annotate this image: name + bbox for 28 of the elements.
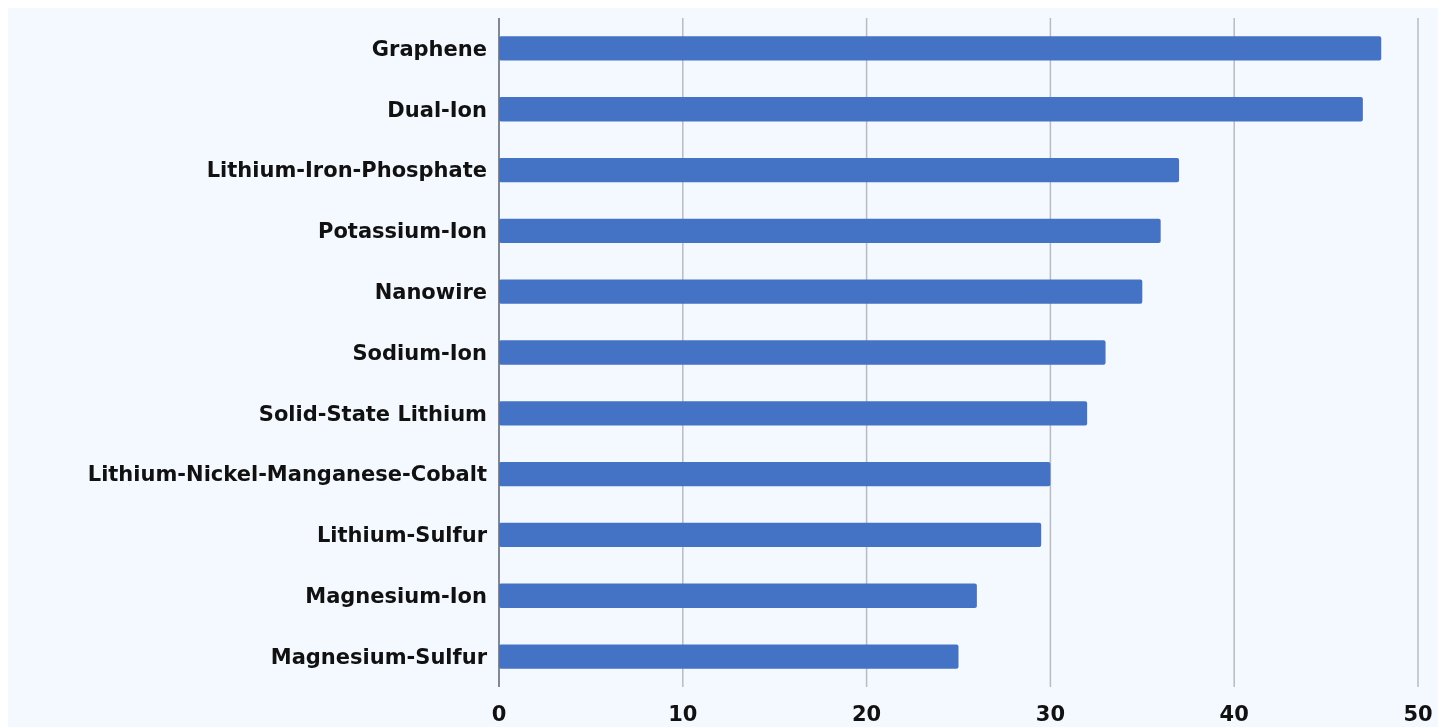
y-tick-label: Magnesium-Ion	[305, 584, 487, 609]
y-tick-label: Graphene	[371, 36, 487, 61]
x-tick-label: 30	[1035, 702, 1066, 726]
bar	[499, 644, 959, 669]
y-tick-label: Lithium-Nickel-Manganese-Cobalt	[87, 462, 487, 487]
y-tick-label: Lithium-Sulfur	[316, 523, 488, 548]
bar	[499, 157, 1180, 183]
bar	[499, 218, 1161, 244]
y-tick-label: Magnesium-Sulfur	[270, 644, 488, 669]
y-tick-label: Potassium-Ion	[318, 219, 487, 244]
bar	[499, 97, 1363, 122]
x-tick-label: 0	[491, 702, 507, 726]
y-tick-label: Solid-State Lithium	[258, 401, 487, 426]
bar	[499, 36, 1382, 61]
x-tick-label: 40	[1219, 702, 1249, 726]
bar	[499, 279, 1143, 304]
y-tick-label: Lithium-Iron-Phosphate	[206, 158, 487, 183]
y-tick-label: Dual-Ion	[387, 97, 487, 122]
bar	[499, 522, 1042, 548]
bar	[499, 340, 1106, 365]
x-tick-label: 50	[1403, 702, 1433, 726]
y-tick-label: Nanowire	[374, 280, 487, 305]
bar	[499, 461, 1051, 487]
x-tick-label: 20	[851, 702, 882, 726]
x-tick-label: 10	[668, 702, 698, 726]
y-tick-label: Sodium-Ion	[352, 340, 487, 365]
bar	[499, 401, 1088, 426]
bar	[499, 583, 977, 608]
